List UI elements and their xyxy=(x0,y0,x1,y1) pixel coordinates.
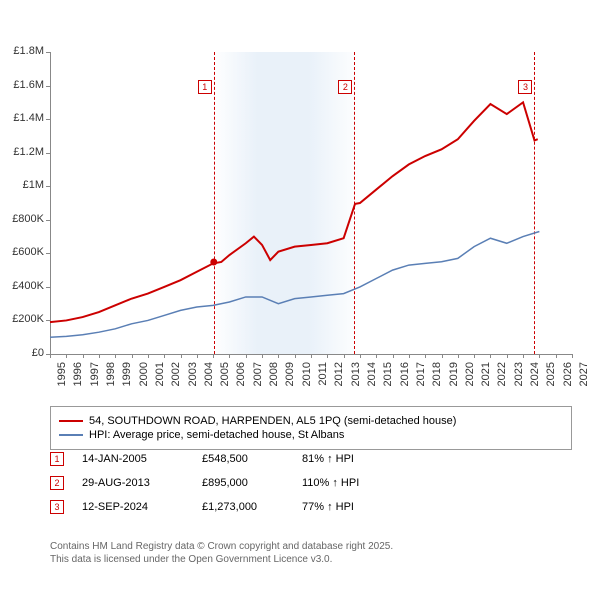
x-axis-tick-label: 2027 xyxy=(578,362,590,392)
x-axis-tick-label: 2017 xyxy=(415,362,427,392)
sale-marker-line xyxy=(534,52,535,354)
sale-date: 14-JAN-2005 xyxy=(82,453,202,465)
x-axis-tick-label: 2001 xyxy=(154,362,166,392)
legend-item: 54, SOUTHDOWN ROAD, HARPENDEN, AL5 1PQ (… xyxy=(59,415,563,427)
x-axis-tick-label: 2010 xyxy=(301,362,313,392)
x-axis-tick-label: 2025 xyxy=(545,362,557,392)
x-axis-tick-label: 1995 xyxy=(56,362,68,392)
x-axis-tick-label: 2012 xyxy=(333,362,345,392)
legend-label: 54, SOUTHDOWN ROAD, HARPENDEN, AL5 1PQ (… xyxy=(89,415,456,427)
sale-row-badge: 2 xyxy=(50,476,64,490)
footer-line-2: This data is licensed under the Open Gov… xyxy=(50,553,393,566)
x-axis-tick-label: 2026 xyxy=(562,362,574,392)
x-axis-tick-label: 2023 xyxy=(513,362,525,392)
y-axis-tick-label: £400K xyxy=(0,280,44,292)
y-axis-tick-label: £1.4M xyxy=(0,112,44,124)
x-axis-tick-label: 2020 xyxy=(464,362,476,392)
sale-row-badge: 1 xyxy=(50,452,64,466)
x-axis-tick-label: 2019 xyxy=(448,362,460,392)
y-axis-tick-label: £200K xyxy=(0,313,44,325)
x-axis-tick-label: 2000 xyxy=(138,362,150,392)
chart-plot-area: £0 £200K £400K £600K £800K £1M £1.2M £1.4M £1.6M… xyxy=(0,0,600,430)
x-axis-tick-label: 2021 xyxy=(480,362,492,392)
y-axis-tick-label: £1.6M xyxy=(0,79,44,91)
x-axis-tick-label: 2018 xyxy=(431,362,443,392)
x-axis-tick-label: 2004 xyxy=(203,362,215,392)
sale-marker-badge: 3 xyxy=(518,80,532,94)
y-axis xyxy=(50,52,51,354)
sale-marker-line xyxy=(214,52,215,354)
legend-label: HPI: Average price, semi-detached house,… xyxy=(89,429,344,441)
sale-marker-badge: 1 xyxy=(198,80,212,94)
legend: 54, SOUTHDOWN ROAD, HARPENDEN, AL5 1PQ (… xyxy=(50,406,572,450)
y-axis-tick-label: £1.2M xyxy=(0,146,44,158)
x-axis-tick-label: 2002 xyxy=(170,362,182,392)
x-axis-tick-label: 2005 xyxy=(219,362,231,392)
sale-price: £548,500 xyxy=(202,453,302,465)
x-axis-tick-label: 1997 xyxy=(89,362,101,392)
legend-item: HPI: Average price, semi-detached house,… xyxy=(59,429,563,441)
x-axis-tick-label: 2011 xyxy=(317,362,329,392)
sale-marker-line xyxy=(354,52,355,354)
x-axis-tick-label: 2024 xyxy=(529,362,541,392)
chart-container: 54, SOUTHDOWN ROAD, HARPENDEN, AL5 1PQ P… xyxy=(0,0,600,590)
x-axis-tick-label: 2009 xyxy=(284,362,296,392)
sale-pct-change: 77% ↑ HPI xyxy=(302,501,402,513)
sale-marker-badge: 2 xyxy=(338,80,352,94)
legend-swatch xyxy=(59,420,83,422)
sale-price: £895,000 xyxy=(202,477,302,489)
y-axis-tick-label: £1M xyxy=(0,179,44,191)
footer-line-1: Contains HM Land Registry data © Crown c… xyxy=(50,540,393,553)
sale-date: 12-SEP-2024 xyxy=(82,501,202,513)
y-axis-tick-label: £600K xyxy=(0,246,44,258)
sale-date: 29-AUG-2013 xyxy=(82,477,202,489)
x-axis-tick-label: 2006 xyxy=(235,362,247,392)
sale-pct-change: 81% ↑ HPI xyxy=(302,453,402,465)
sale-row: 2 29-AUG-2013£895,000110% ↑ HPI xyxy=(50,476,402,490)
x-axis xyxy=(50,354,572,355)
sale-row-badge: 3 xyxy=(50,500,64,514)
plot-background-band xyxy=(213,52,360,354)
x-axis-tick xyxy=(572,354,573,358)
x-axis-tick-label: 2007 xyxy=(252,362,264,392)
x-axis-tick-label: 1999 xyxy=(121,362,133,392)
sale-pct-change: 110% ↑ HPI xyxy=(302,477,402,489)
x-axis-tick-label: 2003 xyxy=(187,362,199,392)
x-axis-tick-label: 2013 xyxy=(350,362,362,392)
y-axis-tick-label: £0 xyxy=(0,347,44,359)
y-axis-tick-label: £800K xyxy=(0,213,44,225)
sale-price: £1,273,000 xyxy=(202,501,302,513)
x-axis-tick-label: 2014 xyxy=(366,362,378,392)
x-axis-tick-label: 1998 xyxy=(105,362,117,392)
sale-row: 3 12-SEP-2024£1,273,00077% ↑ HPI xyxy=(50,500,402,514)
legend-swatch xyxy=(59,434,83,436)
sale-row: 1 14-JAN-2005£548,50081% ↑ HPI xyxy=(50,452,402,466)
x-axis-tick-label: 2008 xyxy=(268,362,280,392)
x-axis-tick-label: 1996 xyxy=(72,362,84,392)
x-axis-tick-label: 2022 xyxy=(496,362,508,392)
x-axis-tick-label: 2015 xyxy=(382,362,394,392)
x-axis-tick-label: 2016 xyxy=(399,362,411,392)
data-attribution: Contains HM Land Registry data © Crown c… xyxy=(50,540,393,566)
y-axis-tick-label: £1.8M xyxy=(0,45,44,57)
